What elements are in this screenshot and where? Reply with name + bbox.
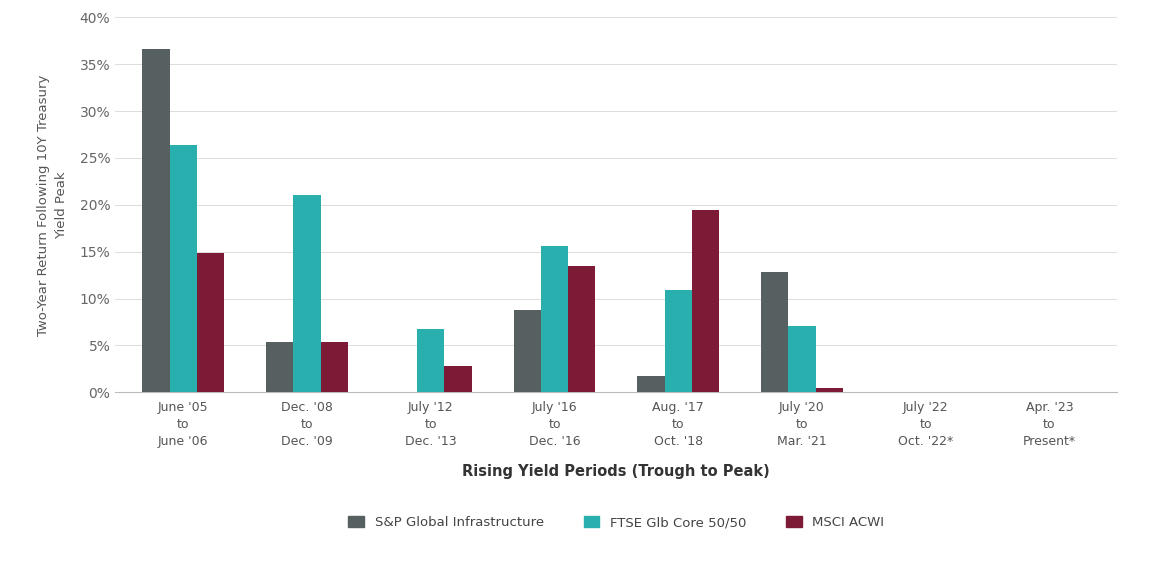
Bar — [266, 342, 294, 392]
X-axis label: Rising Yield Periods (Trough to Peak): Rising Yield Periods (Trough to Peak) — [462, 464, 771, 479]
Bar — [665, 290, 692, 392]
Bar — [692, 209, 719, 392]
Bar — [540, 246, 568, 392]
Bar — [816, 388, 843, 392]
Bar — [568, 266, 596, 392]
Bar — [169, 145, 197, 392]
Y-axis label: Two-Year Return Following 10Y Treasury
Yield Peak: Two-Year Return Following 10Y Treasury Y… — [38, 74, 68, 335]
Bar — [320, 342, 348, 392]
Bar — [637, 376, 665, 392]
Bar — [514, 310, 540, 392]
Bar — [197, 253, 225, 392]
Bar — [294, 194, 320, 392]
Legend: S&P Global Infrastructure, FTSE Glb Core 50/50, MSCI ACWI: S&P Global Infrastructure, FTSE Glb Core… — [342, 509, 890, 536]
Bar — [761, 272, 788, 392]
Bar — [417, 328, 445, 392]
Bar — [445, 366, 471, 392]
Bar — [143, 49, 169, 392]
Bar — [788, 326, 816, 392]
